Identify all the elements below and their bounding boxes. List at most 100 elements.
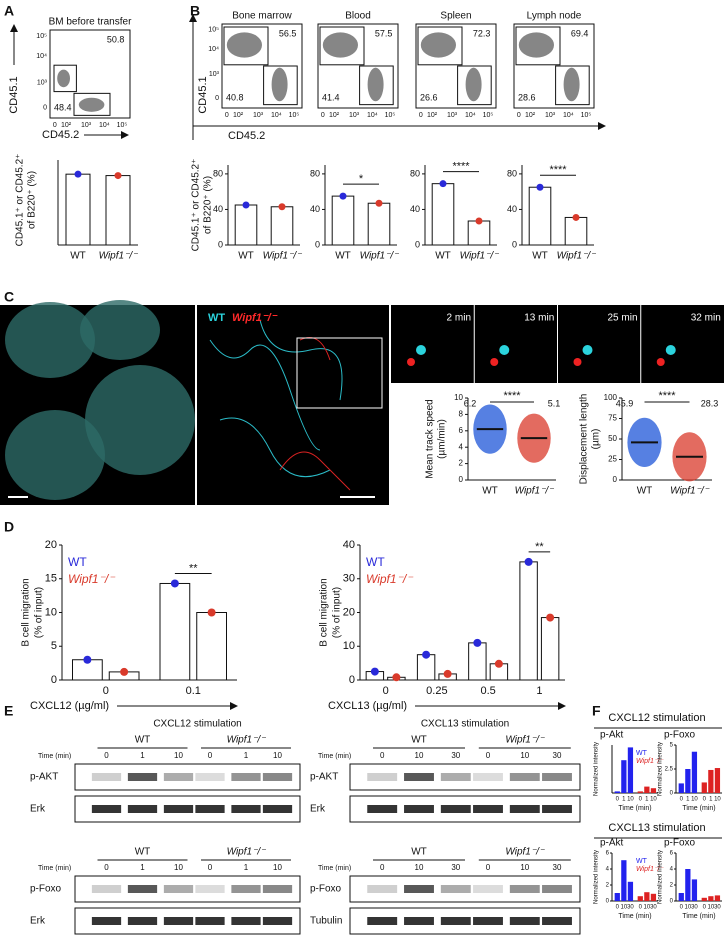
bar bbox=[637, 896, 643, 901]
significance: ** bbox=[535, 541, 544, 553]
legend-label: WT bbox=[636, 750, 648, 757]
blot-band bbox=[195, 885, 225, 893]
blot-band bbox=[262, 917, 293, 925]
bar bbox=[621, 860, 627, 901]
axis-label: CD45.1 bbox=[197, 76, 209, 113]
bar bbox=[714, 895, 721, 901]
blot-band bbox=[542, 773, 572, 781]
blot-band bbox=[91, 805, 122, 813]
y-tick-label: 0 bbox=[43, 104, 47, 111]
blot-band bbox=[542, 885, 572, 893]
cell-cloud bbox=[322, 32, 358, 58]
cell-cloud bbox=[420, 32, 456, 58]
blot-frame bbox=[74, 795, 301, 823]
x-tick-label: 10³ bbox=[349, 112, 360, 119]
y-tick-label: 10⁵ bbox=[208, 27, 219, 34]
x-tick-label: 30 bbox=[650, 905, 657, 911]
cell-cloud bbox=[518, 32, 555, 58]
mean-dot bbox=[170, 579, 179, 588]
cell bbox=[573, 358, 582, 366]
row-label: Erk bbox=[310, 804, 326, 815]
x-tick-label: 10⁵ bbox=[289, 112, 300, 119]
flow-frame bbox=[221, 23, 303, 109]
bar bbox=[621, 760, 627, 793]
gate bbox=[457, 65, 492, 106]
cell bbox=[490, 358, 499, 366]
bar bbox=[708, 896, 714, 901]
blot-band bbox=[509, 805, 540, 813]
blot-band bbox=[509, 773, 540, 781]
y-tick-label: 10 bbox=[343, 640, 355, 652]
x-tick-label: 0 bbox=[703, 905, 707, 911]
flow-title: BM before transfer bbox=[49, 17, 132, 28]
mean-dot bbox=[278, 203, 286, 211]
time-value: 30 bbox=[553, 863, 562, 872]
mean-dot bbox=[546, 613, 555, 622]
x-tick-label: 0 bbox=[616, 905, 620, 911]
group-label: Wipf1⁻/⁻ bbox=[227, 847, 267, 858]
follicle bbox=[80, 300, 160, 360]
y-axis-label: (µm/min) bbox=[437, 419, 448, 459]
bar bbox=[367, 202, 391, 246]
y-tick-label: 6 bbox=[459, 426, 464, 435]
bar bbox=[678, 783, 684, 793]
blot-frame bbox=[349, 763, 581, 791]
gate bbox=[223, 26, 269, 66]
panel-label: D bbox=[4, 519, 14, 535]
x-tick-label: 10⁴ bbox=[563, 112, 574, 119]
blot-band bbox=[473, 805, 503, 813]
x-tick-label: 10 bbox=[621, 905, 628, 911]
mean-dot bbox=[74, 170, 82, 178]
y-axis-label: of B220⁺ (%) bbox=[203, 176, 214, 234]
x-tick-label: 10² bbox=[525, 112, 536, 119]
y-tick-label: 6 bbox=[606, 851, 610, 857]
blot-band bbox=[127, 917, 158, 925]
axis-label: CD45.1 bbox=[8, 76, 20, 113]
x-tick-label: 10² bbox=[427, 112, 438, 119]
x-tick-label: 10² bbox=[233, 112, 244, 119]
chart-name: p-Akt bbox=[600, 730, 624, 741]
x-tick-label: 10 bbox=[650, 797, 657, 803]
panel-label: F bbox=[592, 703, 601, 719]
bar bbox=[614, 893, 620, 901]
blot-band bbox=[163, 805, 194, 813]
blot-band bbox=[231, 917, 261, 925]
mean-dot bbox=[422, 650, 431, 659]
gate bbox=[555, 65, 590, 106]
blot-band bbox=[262, 805, 293, 813]
legend-label: Wipf1⁻/⁻ bbox=[68, 572, 116, 586]
chart-name: p-Foxo bbox=[664, 838, 696, 849]
x-tick-label: 0 bbox=[225, 112, 229, 119]
y-axis-label: Displacement length bbox=[579, 394, 590, 485]
mean-dot bbox=[83, 655, 92, 664]
x-tick-label: 10² bbox=[61, 122, 72, 129]
blot-band bbox=[542, 917, 572, 925]
flow-frame bbox=[317, 23, 399, 109]
x-tick-label: Wipf1⁻/⁻ bbox=[360, 251, 400, 262]
cell-cloud bbox=[57, 69, 70, 88]
x-tick-label: 10³ bbox=[81, 122, 92, 129]
gate bbox=[53, 64, 77, 93]
gate-value: 72.3 bbox=[473, 28, 491, 38]
bar bbox=[468, 642, 487, 681]
gate-value: 57.5 bbox=[375, 28, 393, 38]
y-tick-label: 0 bbox=[670, 899, 674, 905]
y-axis-label: Normalized intensity bbox=[594, 850, 600, 904]
mean-label: 28.3 bbox=[701, 398, 719, 408]
chart-name: p-Akt bbox=[600, 838, 624, 849]
x-tick-label: 10³ bbox=[447, 112, 458, 119]
cell bbox=[407, 358, 415, 366]
row-label: Erk bbox=[30, 804, 46, 815]
significance: **** bbox=[452, 161, 470, 173]
y-tick-label: 10³ bbox=[37, 80, 48, 87]
x-tick-label: 10⁵ bbox=[483, 112, 494, 119]
time-value: 10 bbox=[273, 751, 282, 760]
blot-frame bbox=[349, 875, 581, 903]
x-tick-label: 0.1 bbox=[186, 685, 201, 697]
flow-title: Lymph node bbox=[527, 11, 582, 22]
y-axis-label: Normalized intensity bbox=[658, 742, 664, 796]
blot-band bbox=[509, 885, 540, 893]
bar bbox=[467, 220, 491, 246]
gate-value: 56.5 bbox=[279, 28, 297, 38]
